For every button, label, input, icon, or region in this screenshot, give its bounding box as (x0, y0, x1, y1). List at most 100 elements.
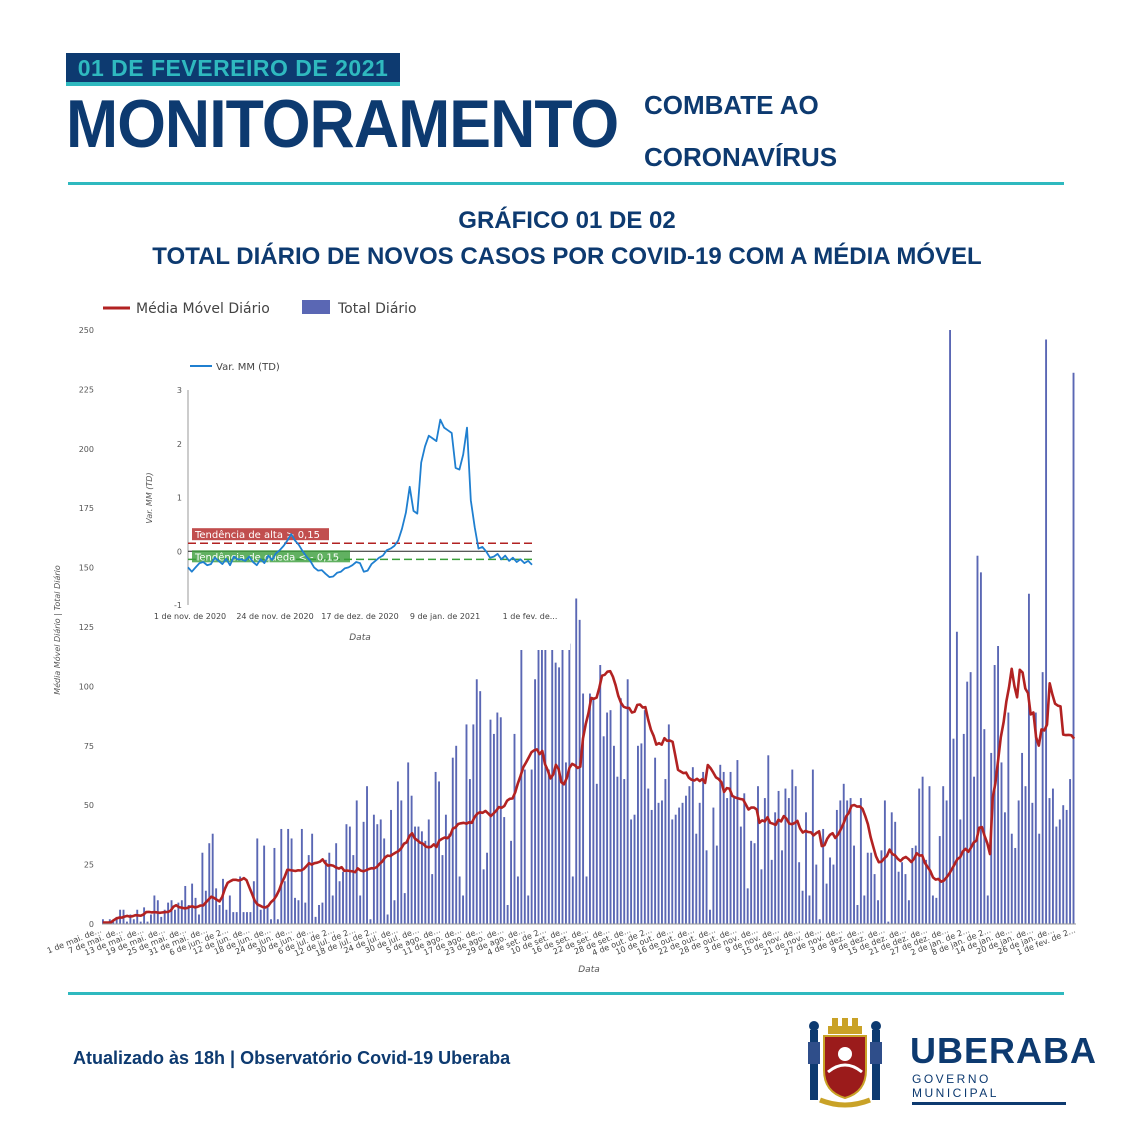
bar (585, 876, 588, 924)
bar (1021, 752, 1024, 924)
y-tick-label: 0 (89, 920, 94, 929)
bar (300, 828, 303, 924)
bar (914, 845, 917, 924)
bar (180, 900, 183, 924)
bar (266, 904, 269, 924)
bar (239, 876, 242, 924)
bar (544, 546, 547, 924)
bar (712, 807, 715, 924)
bar (1055, 826, 1058, 924)
bar (150, 914, 152, 924)
bar (657, 802, 660, 924)
bar (400, 800, 403, 924)
bar (222, 878, 224, 924)
bar (976, 555, 979, 924)
bar (921, 776, 924, 924)
bar (818, 919, 821, 924)
bar (637, 745, 639, 924)
page-subtitle: COMBATE AO CORONAVÍRUS (644, 90, 837, 172)
bar (444, 814, 447, 924)
bar (945, 800, 948, 924)
bar (451, 757, 454, 924)
bar (661, 800, 663, 924)
bar (568, 643, 571, 924)
bar (671, 819, 674, 924)
bar (1072, 372, 1075, 924)
bar (664, 779, 667, 924)
bar (616, 776, 619, 924)
bar (983, 729, 986, 924)
bar (348, 826, 351, 924)
inset-y-tick-label: 0 (177, 547, 182, 556)
bar (695, 833, 698, 924)
bar (1010, 833, 1013, 924)
graph-heading-line-2: TOTAL DIÁRIO DE NOVOS CASOS POR COVID-19… (152, 243, 982, 270)
bar (246, 912, 248, 924)
bar (825, 883, 828, 924)
bar (311, 833, 314, 924)
bar (362, 821, 365, 924)
bar (1048, 798, 1051, 924)
brand-government: GOVERNO MUNICIPAL (912, 1072, 1066, 1105)
graph-heading-line-1: GRÁFICO 01 DE 02 (458, 207, 676, 234)
bar (280, 828, 283, 924)
bar (1034, 712, 1037, 924)
subtitle-line-1: COMBATE AO (644, 90, 819, 120)
bar (215, 888, 218, 924)
bar (698, 802, 701, 924)
bar (979, 572, 982, 924)
bar (863, 895, 866, 924)
bar (849, 798, 852, 924)
bottom-divider (68, 992, 1064, 995)
bar (424, 840, 427, 924)
bar (952, 738, 955, 924)
bar (513, 733, 516, 924)
bar (904, 874, 907, 924)
bar (139, 921, 142, 924)
bar (897, 871, 900, 924)
bar (602, 736, 605, 924)
bar (427, 819, 430, 924)
bar (259, 909, 262, 924)
bar (1038, 833, 1041, 924)
bar (770, 859, 773, 924)
bar (331, 895, 334, 924)
bar (314, 916, 317, 924)
bar (986, 895, 989, 924)
bar (551, 648, 554, 924)
bar (482, 869, 485, 924)
bar (297, 900, 300, 924)
bar (527, 895, 530, 924)
bar (153, 895, 156, 924)
graph-heading: GRÁFICO 01 DE 02 TOTAL DIÁRIO DE NOVOS C… (0, 206, 1134, 272)
bar (335, 843, 338, 924)
bar (1051, 788, 1054, 924)
bar (962, 733, 965, 924)
bar (647, 788, 650, 924)
bar (691, 767, 694, 924)
bar (352, 855, 355, 924)
bar (592, 698, 595, 924)
bar (678, 807, 681, 924)
bar (414, 826, 416, 924)
bar (235, 912, 238, 924)
bar (969, 672, 972, 924)
top-divider (68, 182, 1064, 185)
bar (575, 598, 578, 924)
bar (1065, 809, 1068, 924)
bar (870, 852, 873, 924)
inset-threshold-label: Tendência de alta > 0,15 (194, 529, 320, 541)
bar (1031, 802, 1034, 924)
bar (475, 679, 478, 924)
bar (640, 743, 643, 924)
bar (112, 921, 115, 924)
bar (883, 800, 886, 924)
bar (811, 769, 814, 924)
inset-y-tick-label: 3 (177, 386, 182, 395)
bar (993, 665, 996, 924)
y-tick-label: 25 (84, 861, 94, 870)
bar (1027, 593, 1030, 924)
bar (276, 919, 279, 924)
bar (516, 876, 519, 924)
bar (530, 769, 533, 924)
